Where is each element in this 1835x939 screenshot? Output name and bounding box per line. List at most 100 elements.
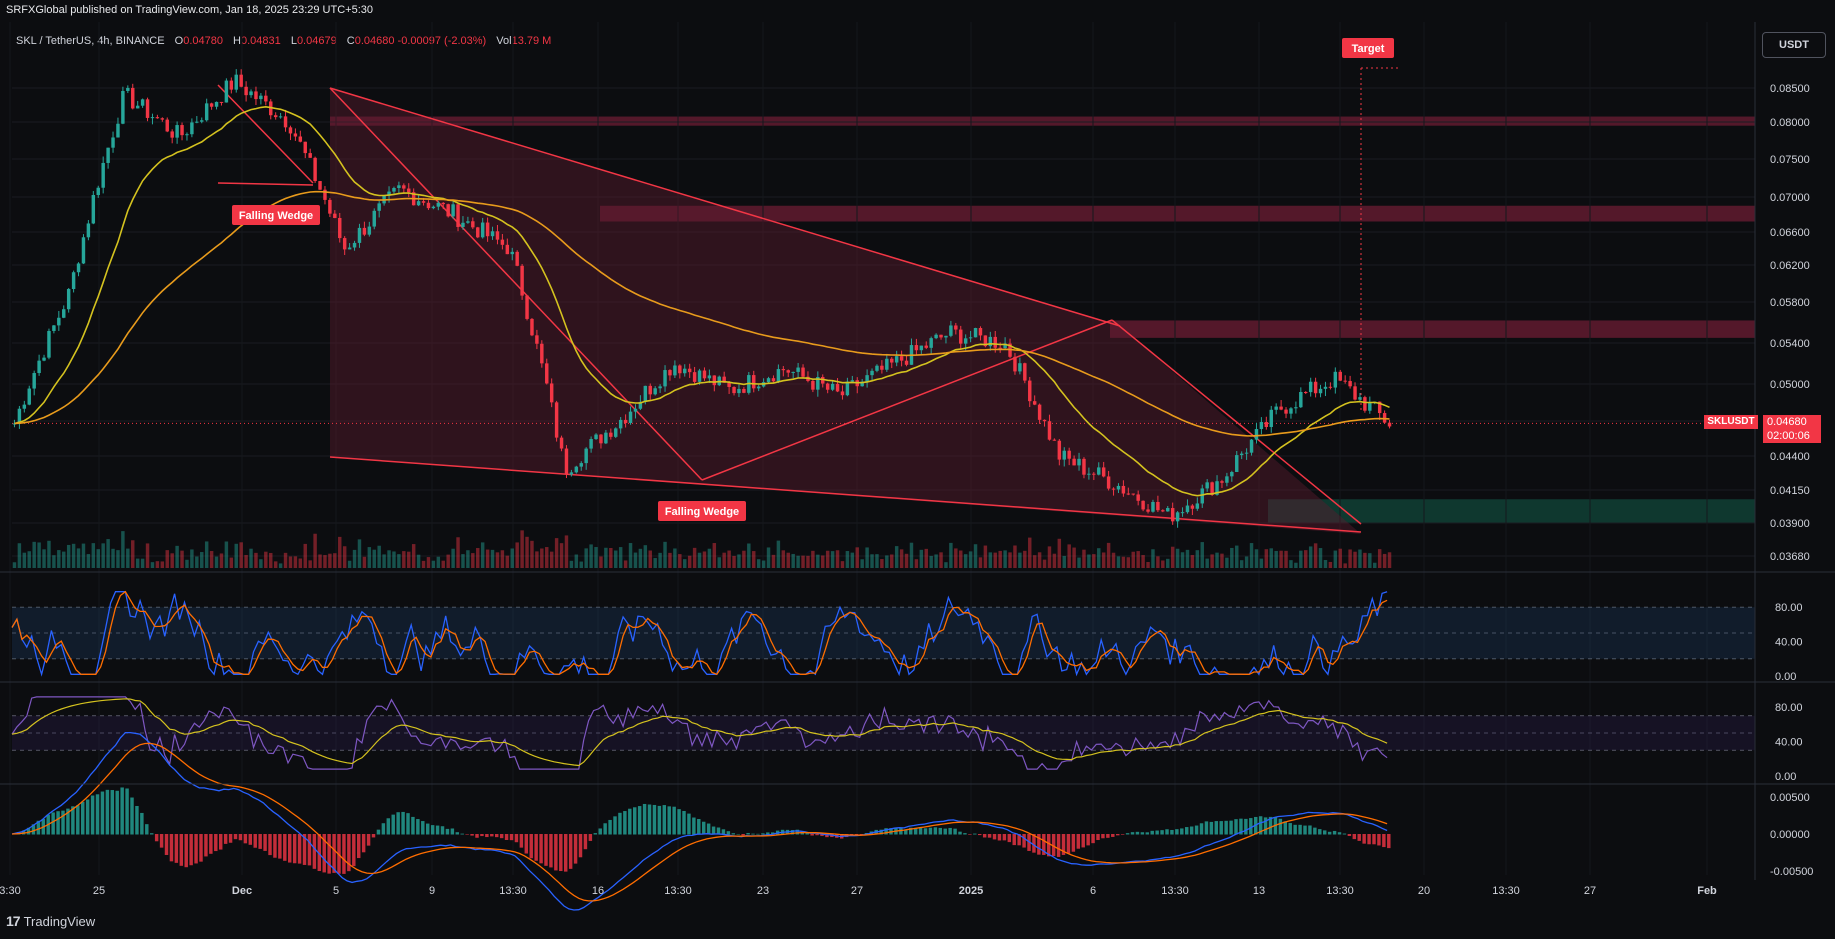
volume-bar xyxy=(791,553,795,568)
volume-bar xyxy=(643,545,648,568)
candle-body xyxy=(1195,503,1200,509)
wedge-label-2-bg xyxy=(658,501,746,521)
candle-body xyxy=(756,386,761,389)
candle-body xyxy=(1062,450,1066,460)
candle-body xyxy=(623,419,628,423)
volume-bar xyxy=(673,548,677,568)
candle-body xyxy=(333,213,337,218)
candle-body xyxy=(614,428,618,437)
macd-histogram-bar xyxy=(1204,821,1209,835)
candle-body xyxy=(323,189,327,200)
candle-body xyxy=(752,375,756,389)
candle-body xyxy=(224,80,229,103)
macd-histogram-bar xyxy=(302,834,307,865)
macd-histogram-bar xyxy=(100,791,105,835)
macd-histogram-bar xyxy=(292,834,297,864)
candle-body xyxy=(1037,404,1042,420)
volume-bar xyxy=(1161,560,1165,568)
macd-histogram-bar xyxy=(564,834,568,872)
candle-body xyxy=(1308,381,1313,393)
volume-bar xyxy=(633,552,638,568)
volume-bar xyxy=(1373,562,1377,568)
bar-countdown: 02:00:06 xyxy=(1767,430,1810,442)
macd-histogram-bar xyxy=(253,834,257,848)
volume-bar xyxy=(752,551,756,568)
volume-bar xyxy=(609,547,613,568)
indicator-axis-label: 40.00 xyxy=(1775,637,1803,649)
wedge-layer xyxy=(12,67,1755,534)
tradingview-footer[interactable]: 17 TradingView xyxy=(6,913,95,929)
candle-body xyxy=(76,263,81,273)
volume-bar xyxy=(106,539,110,568)
candle-body xyxy=(1284,409,1288,414)
candle-body xyxy=(579,463,583,467)
volume-bar xyxy=(1003,550,1007,568)
candle-body xyxy=(968,337,973,339)
candle-body xyxy=(510,251,514,255)
macd-histogram-bar xyxy=(460,833,464,835)
candle-body xyxy=(1239,453,1244,456)
symbol-label[interactable]: SKL / TetherUS, 4h, BINANCE xyxy=(16,35,165,47)
candle-body xyxy=(249,91,253,96)
volume-bar xyxy=(431,560,436,568)
volume-bar xyxy=(116,550,120,568)
candle-body xyxy=(57,317,61,326)
volume-bar xyxy=(347,560,352,568)
macd-histogram-bar xyxy=(273,834,277,858)
macd-histogram-bar xyxy=(1209,821,1214,835)
candle-body xyxy=(515,251,519,266)
volume-bar xyxy=(761,560,766,568)
candle-body xyxy=(1368,402,1372,411)
volume-bar xyxy=(1244,556,1249,568)
macd-histogram-bar xyxy=(825,834,829,838)
currency-button[interactable]: USDT xyxy=(1762,32,1826,58)
volume-bar xyxy=(244,555,248,568)
volume-bar xyxy=(781,550,786,568)
candle-body xyxy=(71,272,76,290)
symbol-price-tag: SKLUSDT xyxy=(1704,415,1758,429)
volume-bar xyxy=(131,540,135,568)
time-axis-label: Dec xyxy=(232,885,252,897)
macd-signal-line xyxy=(11,742,1388,902)
macd-histogram-bar xyxy=(150,833,154,835)
candle-body xyxy=(1289,408,1293,414)
candle-body xyxy=(1205,482,1209,489)
macd-histogram-bar xyxy=(958,831,962,835)
candle-body xyxy=(288,127,293,134)
macd-histogram-bar xyxy=(317,834,322,872)
volume-bar xyxy=(318,554,322,568)
macd-histogram-bar xyxy=(918,827,923,835)
macd-histogram-bar xyxy=(327,834,331,874)
volume-bar xyxy=(1210,554,1214,568)
macd-histogram-bar xyxy=(307,834,312,866)
volume-bar xyxy=(81,543,86,568)
candle-body xyxy=(308,153,312,158)
candle-body xyxy=(796,367,800,372)
macd-histogram-bar xyxy=(450,828,455,835)
macd-histogram-bar xyxy=(692,817,696,835)
candle-body xyxy=(1304,391,1308,393)
candle-body xyxy=(145,99,150,118)
candle-body xyxy=(293,133,298,137)
candle-body xyxy=(963,338,968,344)
volume-bar xyxy=(1037,552,1042,568)
volume-bar xyxy=(1047,546,1052,568)
volume-bar xyxy=(91,543,96,568)
change-value: -0.00097 (-2.03%) xyxy=(397,35,487,47)
macd-histogram-bar xyxy=(1165,829,1169,835)
volume-bar xyxy=(461,554,465,568)
candle-body xyxy=(402,185,406,189)
macd-histogram-bar xyxy=(603,823,607,835)
candle-body xyxy=(1087,473,1091,475)
volume-bar xyxy=(559,543,564,568)
volume-bar xyxy=(944,562,948,568)
candle-body xyxy=(1313,381,1318,394)
macd-histogram-bar xyxy=(426,823,430,835)
candle-body xyxy=(1106,476,1111,489)
volume-bar xyxy=(707,548,712,568)
candle-body xyxy=(441,202,445,205)
macd-histogram-bar xyxy=(85,799,90,835)
macd-histogram-bar xyxy=(199,834,203,862)
candle-body xyxy=(135,105,140,109)
